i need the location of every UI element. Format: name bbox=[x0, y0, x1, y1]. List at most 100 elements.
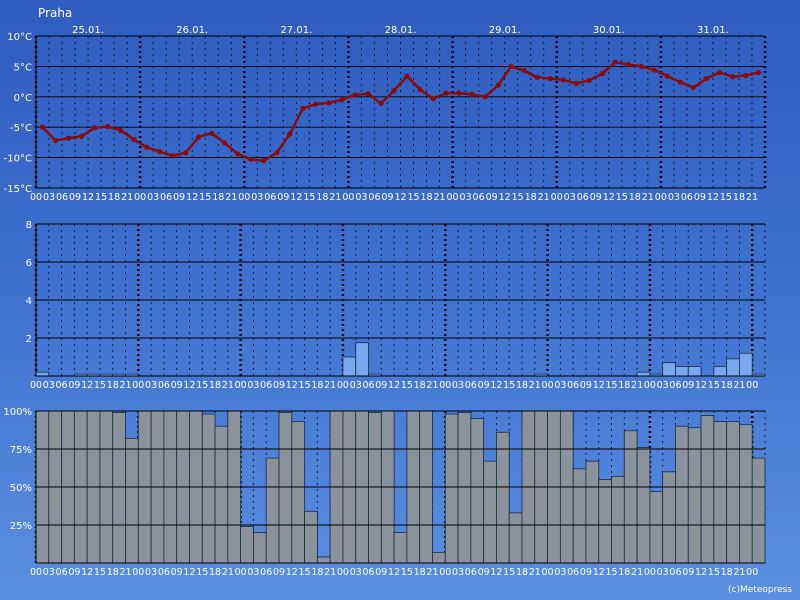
x-tick-label: 06 bbox=[362, 567, 374, 578]
x-tick-label: 06 bbox=[264, 192, 276, 203]
cloud_cover-bar bbox=[585, 460, 600, 564]
x-tick-label: 12 bbox=[603, 192, 615, 203]
x-tick-label: 15 bbox=[708, 567, 720, 578]
cloud_cover-bar bbox=[304, 510, 318, 564]
temperature-point bbox=[209, 130, 215, 136]
location-title: Praha bbox=[38, 6, 73, 20]
precipitation-bar bbox=[739, 352, 753, 377]
x-tick-label: 15 bbox=[199, 192, 211, 203]
temperature-point bbox=[287, 131, 293, 137]
x-tick-label: 03 bbox=[350, 567, 362, 578]
x-tick-label: 15 bbox=[401, 567, 413, 578]
temperature-point bbox=[729, 74, 736, 80]
cloud_cover-bar bbox=[393, 532, 408, 564]
x-tick-label: 03 bbox=[452, 567, 464, 578]
temperature-point bbox=[170, 153, 176, 159]
x-tick-label: 09 bbox=[171, 380, 183, 391]
x-tick-label: 09 bbox=[590, 192, 602, 203]
y-tick-label: 5°C bbox=[14, 62, 32, 73]
x-tick-label: 03 bbox=[147, 192, 159, 203]
precipitation-bar bbox=[662, 362, 676, 377]
x-tick-label: 00 bbox=[439, 567, 451, 578]
x-tick-label: 12 bbox=[290, 192, 302, 203]
x-tick-label: 00 bbox=[337, 380, 349, 391]
x-tick-label: 09 bbox=[68, 380, 80, 391]
temperature-point bbox=[144, 144, 150, 150]
x-tick-label: 18 bbox=[618, 380, 630, 391]
x-tick-label: 18 bbox=[721, 380, 733, 391]
x-tick-label: 18 bbox=[311, 567, 323, 578]
x-tick-label: 21 bbox=[426, 567, 438, 578]
x-tick-label: 09 bbox=[478, 380, 490, 391]
x-tick-label: 03 bbox=[657, 567, 669, 578]
x-tick-label: 09 bbox=[173, 192, 185, 203]
x-tick-label: 18 bbox=[209, 380, 221, 391]
y-tick-label: 100% bbox=[3, 407, 32, 418]
cloud_cover-bar bbox=[470, 418, 485, 564]
cloud_cover-bar bbox=[432, 551, 446, 564]
x-tick-label: 00 bbox=[235, 567, 247, 578]
x-tick-label: 21 bbox=[119, 567, 131, 578]
x-tick-label: 12 bbox=[695, 567, 707, 578]
x-tick-label: 15 bbox=[401, 380, 413, 391]
x-tick-label: 09 bbox=[69, 192, 81, 203]
temperature-point bbox=[638, 63, 644, 69]
temperature-point bbox=[716, 69, 723, 76]
x-tick-label: 21 bbox=[631, 567, 643, 578]
x-tick-label: 15 bbox=[605, 380, 617, 391]
x-tick-label: 18 bbox=[516, 567, 528, 578]
temperature-point bbox=[131, 136, 137, 142]
x-tick-label: 21 bbox=[222, 567, 234, 578]
cloud_cover-bar bbox=[598, 478, 612, 564]
x-tick-label: 15 bbox=[299, 567, 311, 578]
temperature-point bbox=[339, 97, 345, 103]
cloud_cover-bar bbox=[700, 415, 715, 564]
cloud_cover-bar bbox=[112, 412, 126, 564]
cloud_cover-bar bbox=[214, 425, 229, 564]
x-tick-label: 18 bbox=[311, 380, 323, 391]
x-tick-label: 03 bbox=[247, 567, 259, 578]
cloud_cover-bar bbox=[316, 556, 331, 564]
cloud_cover-bar bbox=[572, 468, 587, 564]
x-tick-label: 03 bbox=[564, 192, 576, 203]
x-tick-label: 06 bbox=[567, 380, 579, 391]
temperature-point bbox=[664, 73, 670, 79]
y-tick-label: -5°C bbox=[10, 123, 32, 134]
x-tick-label: 09 bbox=[381, 192, 393, 203]
x-tick-label: 12 bbox=[707, 192, 719, 203]
cloud_cover-bar bbox=[675, 425, 689, 564]
temperature-point bbox=[651, 67, 657, 73]
x-tick-label: 15 bbox=[720, 192, 732, 203]
x-tick-label: 21 bbox=[538, 192, 550, 203]
x-tick-label: 03 bbox=[460, 192, 472, 203]
temperature-point bbox=[443, 90, 449, 96]
cloud_cover-bar bbox=[636, 447, 651, 564]
x-tick-label: 03 bbox=[43, 567, 55, 578]
x-tick-label: 12 bbox=[183, 567, 195, 578]
cloud_cover-bar bbox=[457, 412, 472, 564]
day-label: 28.01. bbox=[385, 25, 417, 36]
precipitation-bar bbox=[687, 366, 702, 377]
x-tick-label: 06 bbox=[160, 192, 172, 203]
x-tick-label: 09 bbox=[580, 567, 592, 578]
x-tick-label: 09 bbox=[68, 567, 80, 578]
precipitation-bar bbox=[636, 371, 651, 377]
x-tick-label: 03 bbox=[554, 380, 566, 391]
day-label: 26.01. bbox=[176, 25, 208, 36]
day-label: 29.01. bbox=[489, 25, 521, 36]
x-tick-label: 06 bbox=[577, 192, 589, 203]
x-tick-label: 12 bbox=[593, 380, 605, 391]
x-tick-label: 18 bbox=[733, 192, 745, 203]
cloud_cover-bar bbox=[483, 460, 497, 564]
x-tick-label: 15 bbox=[503, 380, 515, 391]
x-tick-label: 03 bbox=[355, 192, 367, 203]
x-tick-label: 06 bbox=[260, 567, 272, 578]
cloud_cover-bar bbox=[201, 413, 216, 564]
temperature-point bbox=[65, 135, 72, 141]
x-tick-label: 00 bbox=[235, 380, 247, 391]
x-tick-label: 09 bbox=[171, 567, 183, 578]
x-tick-label: 15 bbox=[303, 192, 315, 203]
temperature-point bbox=[248, 156, 254, 163]
